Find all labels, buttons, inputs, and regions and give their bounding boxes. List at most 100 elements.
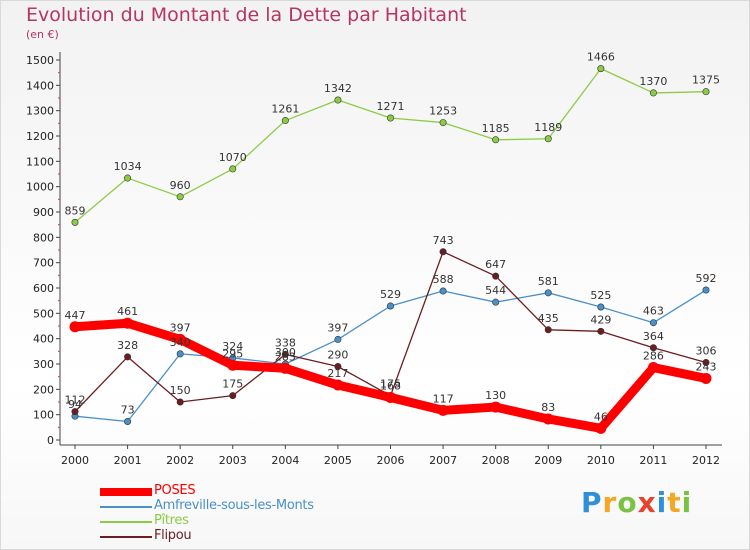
data-point — [386, 114, 394, 122]
data-point — [492, 272, 500, 280]
data-label: 290 — [327, 349, 348, 362]
series-line-2 — [74, 67, 707, 224]
data-label: 364 — [643, 330, 664, 343]
data-label: 328 — [117, 339, 138, 352]
y-tick-label: 800 — [33, 231, 54, 244]
data-point — [437, 404, 449, 416]
data-point — [597, 327, 605, 335]
x-tick-label: 2007 — [429, 454, 457, 467]
chart-unit: (en €) — [26, 28, 59, 41]
x-tick-label: 2002 — [166, 454, 194, 467]
y-tick-label: 200 — [33, 383, 54, 396]
data-label: 525 — [590, 289, 611, 302]
data-label: 243 — [696, 360, 717, 373]
data-label: 168 — [380, 379, 401, 392]
data-label: 73 — [121, 404, 135, 417]
logo-letter: P — [581, 486, 603, 519]
x-tick-label: 2008 — [482, 454, 510, 467]
data-point — [227, 359, 239, 371]
logo-letter: r — [602, 486, 618, 519]
legend-label: Amfreville-sous-les-Monts — [154, 498, 314, 513]
logo-letter: o — [617, 486, 638, 519]
data-label: 1370 — [639, 75, 667, 88]
data-label: 83 — [541, 401, 555, 414]
y-tick-label: 100 — [33, 409, 54, 422]
data-point — [542, 413, 554, 425]
data-label: 1375 — [692, 74, 720, 87]
data-label: 175 — [380, 378, 401, 391]
data-point — [124, 353, 132, 361]
data-label: 286 — [643, 350, 664, 363]
y-tick-label: 1400 — [26, 79, 54, 92]
data-label: 295 — [222, 347, 243, 360]
data-label: 112 — [65, 394, 86, 407]
data-label: 461 — [117, 305, 138, 318]
data-point — [490, 401, 502, 413]
data-point — [124, 418, 132, 426]
data-label: 1271 — [377, 100, 405, 113]
x-tick-label: 2005 — [324, 454, 352, 467]
data-label: 1342 — [324, 82, 352, 95]
data-label: 859 — [65, 204, 86, 217]
data-point — [229, 392, 237, 400]
legend-label: Pîtres — [154, 513, 189, 528]
data-label: 544 — [485, 284, 506, 297]
data-label: 581 — [538, 275, 559, 288]
x-tick-label: 2001 — [114, 454, 142, 467]
data-label: 300 — [275, 346, 296, 359]
data-label: 340 — [170, 336, 191, 349]
data-point — [492, 298, 500, 306]
data-label: 647 — [485, 258, 506, 271]
logo-letter: t — [667, 486, 682, 519]
data-point — [439, 248, 447, 256]
legend-swatch — [100, 535, 152, 538]
data-point — [439, 287, 447, 295]
data-point — [439, 119, 447, 127]
y-tick-label: 0 — [47, 434, 54, 447]
y-tick-label: 600 — [33, 282, 54, 295]
legend-swatch — [100, 520, 152, 523]
data-point — [69, 321, 81, 333]
data-point — [281, 350, 289, 358]
data-point — [544, 135, 552, 143]
data-point — [544, 326, 552, 334]
y-tick-label: 1500 — [26, 54, 54, 67]
data-label: 217 — [327, 367, 348, 380]
data-label: 94 — [68, 398, 82, 411]
y-tick-label: 400 — [33, 333, 54, 346]
data-point — [176, 398, 184, 406]
data-point — [649, 319, 657, 327]
data-point — [176, 350, 184, 358]
data-label: 463 — [643, 305, 664, 318]
data-label: 743 — [433, 234, 454, 247]
data-label: 960 — [170, 179, 191, 192]
data-label: 1261 — [271, 103, 299, 116]
y-tick-label: 1100 — [26, 155, 54, 168]
y-tick-label: 1200 — [26, 130, 54, 143]
data-point — [702, 286, 710, 294]
data-point — [649, 344, 657, 352]
data-point — [544, 289, 552, 297]
data-label: 1253 — [429, 105, 457, 118]
data-label: 429 — [590, 313, 611, 326]
y-tick-label: 1300 — [26, 105, 54, 118]
data-label: 117 — [433, 392, 454, 405]
legend-label: Flipou — [154, 528, 192, 543]
data-point — [385, 391, 396, 403]
data-point — [597, 65, 605, 73]
logo-letter: x — [637, 486, 657, 519]
data-point — [597, 303, 605, 311]
chart-title: Evolution du Montant de la Dette par Hab… — [26, 4, 467, 26]
data-point — [702, 88, 710, 96]
data-label: 130 — [485, 389, 506, 402]
data-point — [334, 363, 342, 371]
x-tick-label: 2011 — [639, 454, 667, 467]
data-label: 1466 — [587, 51, 615, 64]
legend-swatch — [100, 505, 152, 508]
data-label: 46 — [594, 410, 608, 423]
data-point — [700, 372, 712, 384]
logo-letter: i — [656, 486, 668, 519]
y-tick-label: 1000 — [26, 181, 54, 194]
data-point — [71, 408, 79, 416]
